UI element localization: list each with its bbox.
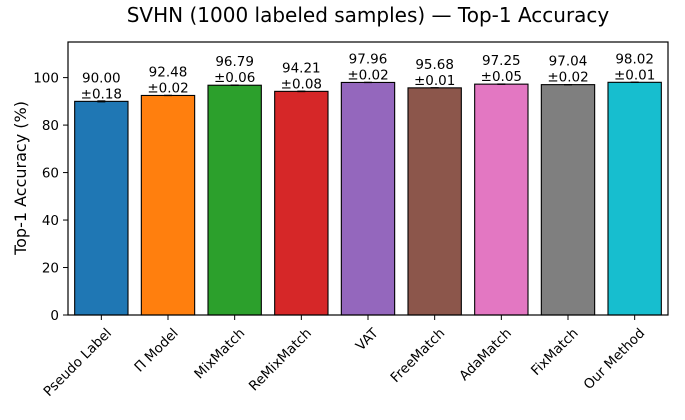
data-label-value-5: 95.68 <box>415 57 454 73</box>
x-tick-label-0: Pseudo Label <box>40 325 114 399</box>
bar-5 <box>407 87 462 316</box>
bar-2 <box>207 84 262 316</box>
x-tick-label-7: FixMatch <box>528 325 582 379</box>
x-tick-label-2: MixMatch <box>191 325 248 382</box>
y-axis-label: Top-1 Accuracy (%) <box>11 101 30 256</box>
bar-0 <box>74 100 129 316</box>
y-tick-label-4: 80 <box>42 118 59 134</box>
chart-title: SVHN (1000 labeled samples) — Top-1 Accu… <box>127 3 610 27</box>
data-label-value-6: 97.25 <box>482 53 521 69</box>
x-tick-label-6: AdaMatch <box>456 325 515 384</box>
x-tick-label-4: VAT <box>353 325 382 354</box>
data-label-error-5: ±0.01 <box>414 73 455 89</box>
data-label-error-6: ±0.05 <box>481 69 522 85</box>
y-tick-label-1: 20 <box>42 261 59 277</box>
x-tick-label-3: ReMixMatch <box>246 325 315 394</box>
bar-6 <box>474 83 529 316</box>
x-tick-label-1: Π Model <box>131 325 181 375</box>
bar-8 <box>607 81 662 316</box>
data-label-error-3: ±0.08 <box>281 76 322 92</box>
bar-1 <box>140 94 196 316</box>
y-tick-label-0: 0 <box>50 308 59 324</box>
data-label-value-7: 97.04 <box>549 54 588 70</box>
data-label-error-4: ±0.02 <box>347 67 388 83</box>
bars-layer <box>74 81 662 316</box>
data-label-value-2: 96.79 <box>215 54 254 70</box>
bar-4 <box>340 81 396 316</box>
data-label-value-3: 94.21 <box>282 60 321 76</box>
plot-frame <box>67 41 669 316</box>
data-label-value-4: 97.96 <box>349 51 388 67</box>
y-axis: 0 20 40 60 80 100 <box>33 71 68 324</box>
y-tick-label-5: 100 <box>33 71 59 87</box>
data-label-error-0: ±0.18 <box>81 86 122 102</box>
y-tick-label-3: 60 <box>42 166 59 182</box>
data-label-value-8: 98.02 <box>615 51 654 67</box>
data-labels: 90.00±0.1892.48±0.0296.79±0.0694.21±0.08… <box>81 51 656 102</box>
data-label-value-0: 90.00 <box>82 70 121 86</box>
data-label-error-8: ±0.01 <box>614 67 655 83</box>
data-label-value-1: 92.48 <box>149 64 188 80</box>
data-label-error-2: ±0.06 <box>214 70 255 86</box>
x-tick-label-8: Our Method <box>581 325 649 393</box>
bar-3 <box>274 90 329 316</box>
y-tick-label-2: 40 <box>42 213 59 229</box>
bar-7 <box>540 84 596 316</box>
data-label-error-1: ±0.02 <box>147 80 188 96</box>
x-tick-label-5: FreeMatch <box>388 325 449 386</box>
data-label-error-7: ±0.02 <box>547 70 588 86</box>
